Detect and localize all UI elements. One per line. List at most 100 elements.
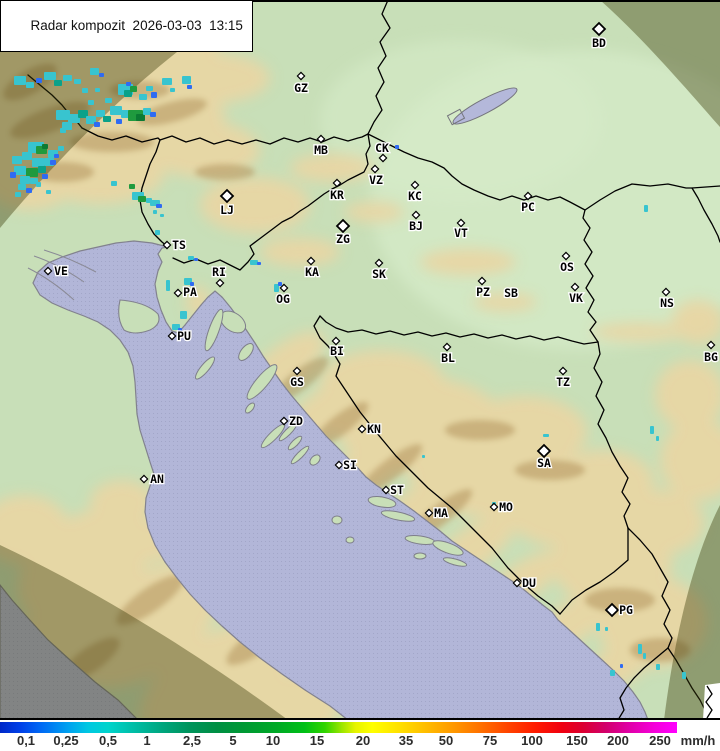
precip-cell xyxy=(620,664,623,668)
city-label-ZD: ZD xyxy=(289,414,303,428)
precip-cell xyxy=(63,75,72,81)
precip-cell xyxy=(12,156,22,164)
city-marker-ZD xyxy=(279,416,289,426)
precip-cell xyxy=(26,188,32,193)
city-marker-ZG xyxy=(335,218,351,234)
nodata-corner xyxy=(703,683,720,720)
precip-cell xyxy=(190,282,194,286)
city-markers: BD GZ MB CK VZ KR KC PC LJ ZG BJ VT TS OS RI KA SK PA OG PZ… xyxy=(43,21,719,618)
precip-cell xyxy=(54,154,59,158)
precip-cell xyxy=(136,114,145,121)
scale-label-35: 35 xyxy=(398,733,414,748)
precip-cell xyxy=(14,76,26,85)
precip-cell xyxy=(188,256,194,260)
city-label-VK: VK xyxy=(569,291,583,305)
precip-cell xyxy=(278,282,282,286)
precip-cell xyxy=(18,184,26,190)
border-line xyxy=(705,685,713,719)
precip-cell xyxy=(15,192,21,197)
city-label-PZ: PZ xyxy=(476,285,490,299)
intensity-scale-gradient-bar xyxy=(0,722,677,733)
precip-cell xyxy=(187,85,192,89)
precip-cell xyxy=(42,144,48,149)
city-marker-TS xyxy=(162,240,172,250)
city-label-VE: VE xyxy=(54,264,68,278)
scale-label-75: 75 xyxy=(482,733,498,748)
lowland-tint xyxy=(320,40,720,350)
precip-cell xyxy=(139,94,147,100)
city-label-SK: SK xyxy=(372,267,386,281)
border-line xyxy=(584,183,720,211)
precip-cell xyxy=(138,196,146,202)
city-label-KC: KC xyxy=(408,189,422,203)
city-label-MB: MB xyxy=(314,143,328,157)
precip-cell xyxy=(257,262,261,265)
city-marker-VZ xyxy=(370,164,380,174)
scale-label-15: 15 xyxy=(309,733,325,748)
precip-cell xyxy=(250,260,258,265)
precip-cell xyxy=(126,82,131,86)
city-label-MA: MA xyxy=(434,506,448,520)
precip-cell xyxy=(56,110,70,120)
precip-cell xyxy=(638,644,642,654)
radar-map-area: BD GZ MB CK VZ KR KC PC LJ ZG BJ VT TS OS RI KA SK PA OG PZ… xyxy=(0,0,720,720)
city-marker-BI xyxy=(331,336,341,346)
precip-cell xyxy=(116,119,122,124)
city-marker-PU xyxy=(167,331,177,341)
precip-cell xyxy=(170,88,175,92)
precip-cell xyxy=(129,184,135,189)
city-label-BJ: BJ xyxy=(409,219,423,233)
scale-label-1: 1 xyxy=(143,733,151,748)
border-line xyxy=(172,133,371,271)
city-marker-MO xyxy=(489,502,499,512)
map-top-frame xyxy=(0,0,720,2)
precip-cell xyxy=(26,82,34,88)
precip-cell xyxy=(26,168,38,177)
precip-cell xyxy=(160,214,164,217)
city-marker-OG xyxy=(279,283,289,293)
border-line xyxy=(313,315,525,585)
city-marker-NS xyxy=(661,287,671,297)
precip-cell xyxy=(194,258,198,261)
precip-cell xyxy=(90,68,99,75)
scale-label-10: 10 xyxy=(265,733,281,748)
precip-cell xyxy=(94,122,100,127)
city-label-LJ: LJ xyxy=(220,203,234,217)
city-label-PG: PG xyxy=(619,603,633,617)
city-label-PA: PA xyxy=(183,285,197,299)
city-marker-PG xyxy=(604,602,620,618)
precip-cell xyxy=(605,627,608,631)
border-line xyxy=(523,583,561,615)
city-marker-KA xyxy=(306,256,316,266)
city-marker-BJ xyxy=(411,210,421,220)
precip-cell xyxy=(96,110,105,117)
city-marker-VE xyxy=(43,266,53,276)
scale-label-150: 150 xyxy=(566,733,588,748)
precip-cell xyxy=(110,106,122,115)
precip-cell xyxy=(124,90,132,97)
city-marker-LJ xyxy=(219,188,235,204)
precip-cell xyxy=(150,112,156,117)
city-marker-SI xyxy=(334,460,344,470)
precip-cell xyxy=(103,116,111,122)
city-label-DU: DU xyxy=(522,576,536,590)
intensity-scale: 0,1 0,25 0,5 1 2,5 5 10 15 20 35 50 75 100 150 200 250 … xyxy=(0,720,720,751)
lake-balaton xyxy=(446,87,518,126)
precip-cell xyxy=(60,128,66,133)
city-marker-OS xyxy=(561,251,571,261)
sea-tyrrhenian xyxy=(0,584,139,720)
precip-cell xyxy=(146,86,153,91)
border-line xyxy=(582,209,599,343)
precip-cell xyxy=(10,172,16,178)
city-marker-GS xyxy=(292,366,302,376)
scale-label-0,5: 0,5 xyxy=(98,733,118,748)
city-label-SI: SI xyxy=(343,458,357,472)
precip-cell xyxy=(166,280,170,291)
city-marker-VT xyxy=(456,218,466,228)
city-label-RI: RI xyxy=(212,265,226,279)
city-label-PC: PC xyxy=(521,200,535,214)
border-line xyxy=(367,133,586,211)
precip-cell xyxy=(180,311,187,319)
precip-cell xyxy=(610,670,615,676)
